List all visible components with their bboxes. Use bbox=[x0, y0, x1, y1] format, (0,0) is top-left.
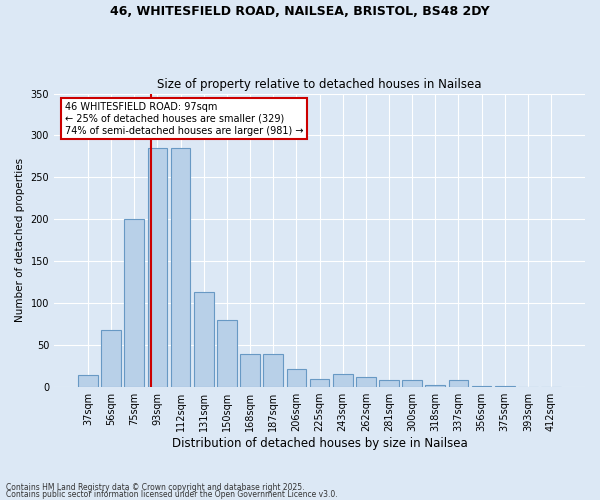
Bar bbox=[78, 374, 98, 387]
Text: Contains public sector information licensed under the Open Government Licence v3: Contains public sector information licen… bbox=[6, 490, 338, 499]
Bar bbox=[171, 148, 190, 387]
X-axis label: Distribution of detached houses by size in Nailsea: Distribution of detached houses by size … bbox=[172, 437, 467, 450]
Bar bbox=[379, 380, 399, 387]
Bar bbox=[310, 378, 329, 387]
Bar bbox=[217, 320, 237, 387]
Bar bbox=[356, 377, 376, 387]
Text: Contains HM Land Registry data © Crown copyright and database right 2025.: Contains HM Land Registry data © Crown c… bbox=[6, 484, 305, 492]
Bar bbox=[425, 386, 445, 387]
Text: 46 WHITESFIELD ROAD: 97sqm
← 25% of detached houses are smaller (329)
74% of sem: 46 WHITESFIELD ROAD: 97sqm ← 25% of deta… bbox=[65, 102, 303, 136]
Bar bbox=[402, 380, 422, 387]
Bar bbox=[495, 386, 515, 387]
Bar bbox=[333, 374, 353, 387]
Bar bbox=[287, 368, 306, 387]
Bar bbox=[124, 220, 144, 387]
Bar bbox=[194, 292, 214, 387]
Text: 46, WHITESFIELD ROAD, NAILSEA, BRISTOL, BS48 2DY: 46, WHITESFIELD ROAD, NAILSEA, BRISTOL, … bbox=[110, 5, 490, 18]
Bar bbox=[101, 330, 121, 387]
Y-axis label: Number of detached properties: Number of detached properties bbox=[15, 158, 25, 322]
Bar bbox=[449, 380, 468, 387]
Title: Size of property relative to detached houses in Nailsea: Size of property relative to detached ho… bbox=[157, 78, 482, 91]
Bar bbox=[148, 148, 167, 387]
Bar bbox=[240, 354, 260, 387]
Bar bbox=[263, 354, 283, 387]
Bar bbox=[472, 386, 491, 387]
